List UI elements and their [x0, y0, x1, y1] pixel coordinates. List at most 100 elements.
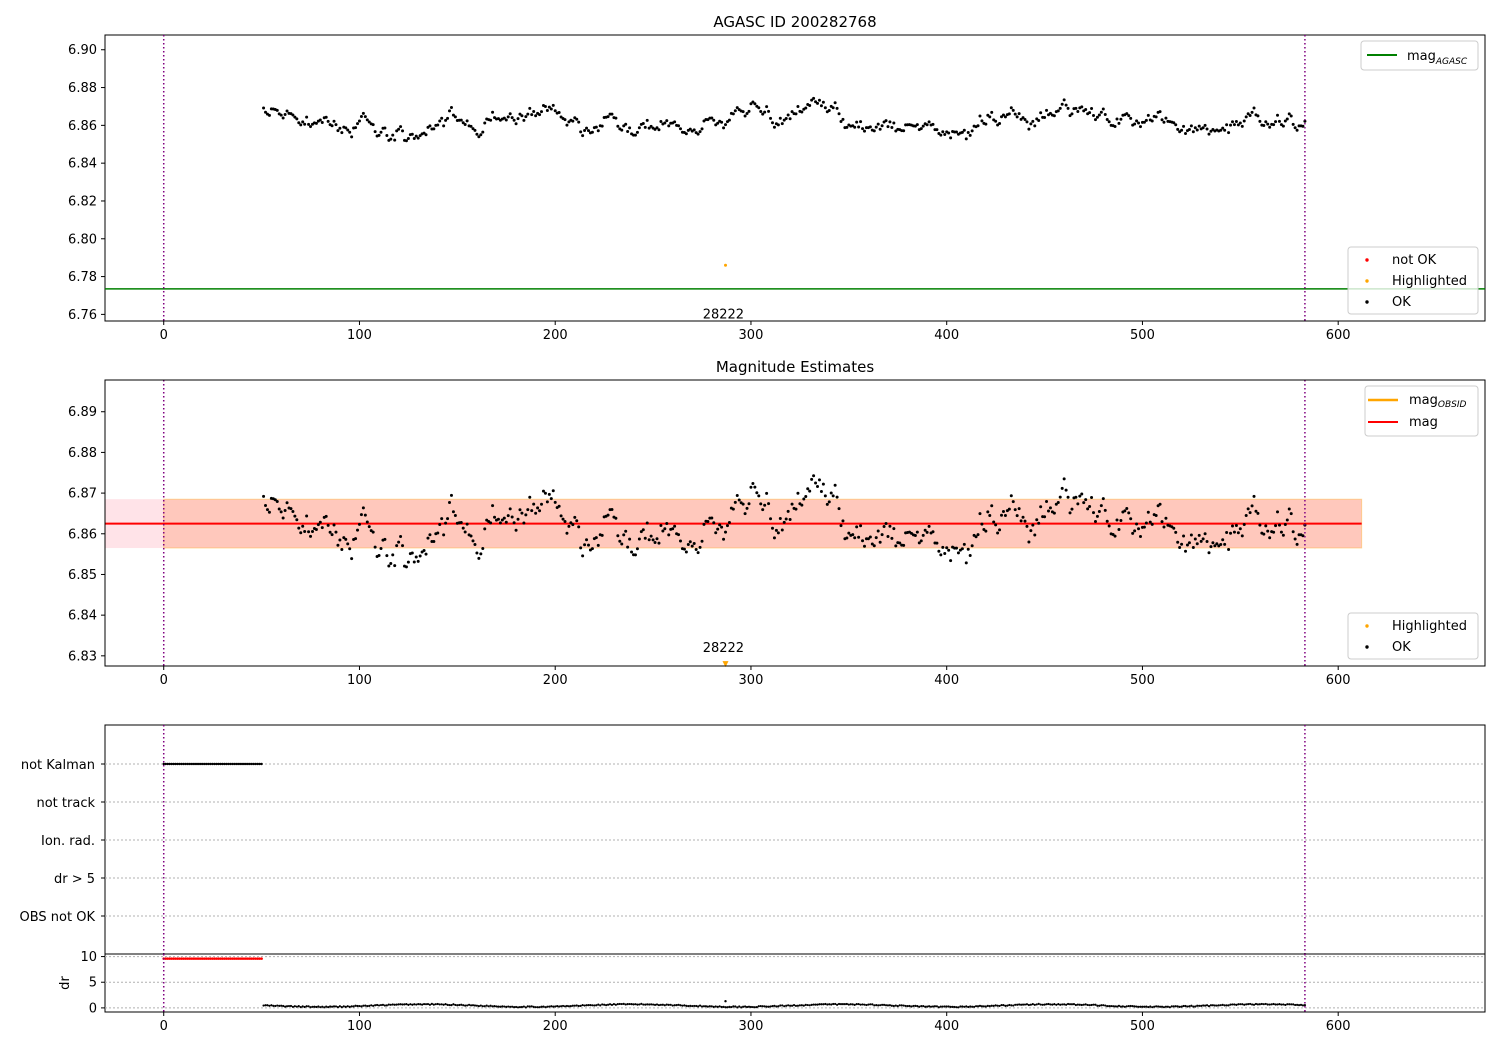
ok-point: [833, 101, 837, 105]
highlighted-marker: [722, 661, 729, 668]
dr-ok-point: [563, 1005, 567, 1008]
dr-ok-point: [276, 1004, 279, 1007]
dr-ok-point: [483, 1005, 486, 1008]
panel-mag-title: Magnitude Estimates: [716, 358, 874, 376]
ok-point: [696, 551, 700, 555]
ok-point: [359, 513, 363, 517]
ok-point: [1129, 116, 1133, 120]
flag-point: [203, 762, 207, 766]
ok-point: [772, 125, 776, 129]
ok-point: [716, 527, 720, 531]
ok-point: [825, 502, 829, 506]
ok-point: [1060, 102, 1064, 106]
dr-ok-point: [1158, 1005, 1162, 1008]
ok-point: [1062, 98, 1066, 102]
ok-point: [945, 546, 949, 550]
x-tick-label: 600: [1326, 673, 1351, 688]
dr-ok-point: [1070, 1003, 1074, 1006]
ok-point: [706, 519, 710, 523]
dr-ok-point: [591, 1004, 594, 1007]
dr-ok-point: [1223, 1004, 1226, 1007]
y-tick-label: 6.78: [68, 270, 97, 285]
ok-point: [641, 528, 645, 532]
dr-ok-point: [863, 1003, 866, 1006]
dr-ok-point: [315, 1005, 318, 1009]
dr-ok-point: [550, 1005, 553, 1008]
ok-point: [1093, 520, 1097, 524]
dr-ok-point: [532, 1005, 535, 1008]
ok-point: [1232, 123, 1236, 127]
ok-point: [410, 551, 414, 555]
ok-point: [653, 541, 657, 545]
dr-ok-point: [1237, 1003, 1240, 1006]
ok-point: [1088, 504, 1092, 508]
dr-ok-point: [495, 1005, 498, 1008]
dr-ok-point: [561, 1004, 565, 1008]
ok-point: [733, 500, 737, 504]
dr-ok-point: [1076, 1003, 1079, 1006]
dr-ok-point: [409, 1003, 412, 1006]
dr-ok-point: [1098, 1004, 1101, 1007]
panel-dr-marks: [105, 954, 1485, 1012]
ok-point: [367, 525, 371, 529]
ok-point: [998, 122, 1002, 126]
dr-ok-point: [601, 1003, 604, 1006]
dr-ok-point: [892, 1004, 895, 1008]
dr-ok-point: [673, 1004, 676, 1007]
dr-ok-point: [1047, 1002, 1050, 1006]
ok-point: [1223, 542, 1227, 546]
ok-point: [886, 125, 890, 129]
ok-point: [996, 531, 1000, 535]
ok-point: [1207, 132, 1211, 136]
dr-ok-point: [835, 1003, 839, 1006]
dr-ok-point: [677, 1003, 680, 1006]
dr-ok-point: [1018, 1003, 1021, 1006]
ok-point: [1164, 116, 1168, 120]
dr-ok-point: [528, 1005, 531, 1008]
ok-point: [1011, 500, 1015, 504]
ok-point: [769, 116, 773, 120]
ok-point: [391, 133, 395, 137]
dr-ok-point: [301, 1005, 304, 1008]
ok-point: [1092, 511, 1096, 515]
dr-not-ok-point: [203, 957, 207, 960]
ok-point: [806, 487, 810, 491]
ok-point: [931, 122, 935, 126]
dr-ok-point: [849, 1003, 852, 1006]
dr-ok-point: [702, 1005, 706, 1008]
dr-ok-point: [1025, 1003, 1029, 1006]
dr-ok-point: [988, 1005, 991, 1008]
dr-ok-point: [1247, 1003, 1250, 1006]
ok-point: [1043, 115, 1047, 119]
ok-point: [833, 483, 837, 487]
dr-ok-point: [307, 1005, 310, 1008]
ok-point: [538, 113, 542, 117]
dr-not-ok-point: [193, 957, 197, 960]
dr-ok-point: [980, 1005, 984, 1008]
ok-point: [645, 521, 649, 525]
dr-ok-point: [352, 1005, 355, 1008]
dr-ok-point: [747, 1005, 751, 1008]
dr-ok-point: [843, 1002, 847, 1006]
ok-point: [765, 491, 769, 495]
ok-point: [1015, 115, 1019, 119]
ok-point: [532, 110, 536, 114]
ok-point: [1285, 117, 1289, 121]
ok-point: [816, 485, 820, 489]
dr-ok-point: [407, 1003, 410, 1007]
dr-ok-point: [1121, 1005, 1124, 1008]
ok-point: [516, 517, 520, 521]
ok-point: [1154, 513, 1158, 517]
x-tick-label: 600: [1326, 1019, 1351, 1034]
ok-point: [610, 112, 614, 116]
ok-point: [673, 120, 677, 124]
dr-ok-point: [540, 1005, 543, 1008]
ok-point: [334, 530, 338, 534]
ok-point: [332, 523, 336, 527]
ok-point: [1027, 127, 1031, 131]
ok-point: [1107, 120, 1111, 124]
dr-ok-point: [1096, 1004, 1099, 1007]
dr-ok-point: [651, 1003, 655, 1006]
ok-point: [583, 128, 587, 132]
